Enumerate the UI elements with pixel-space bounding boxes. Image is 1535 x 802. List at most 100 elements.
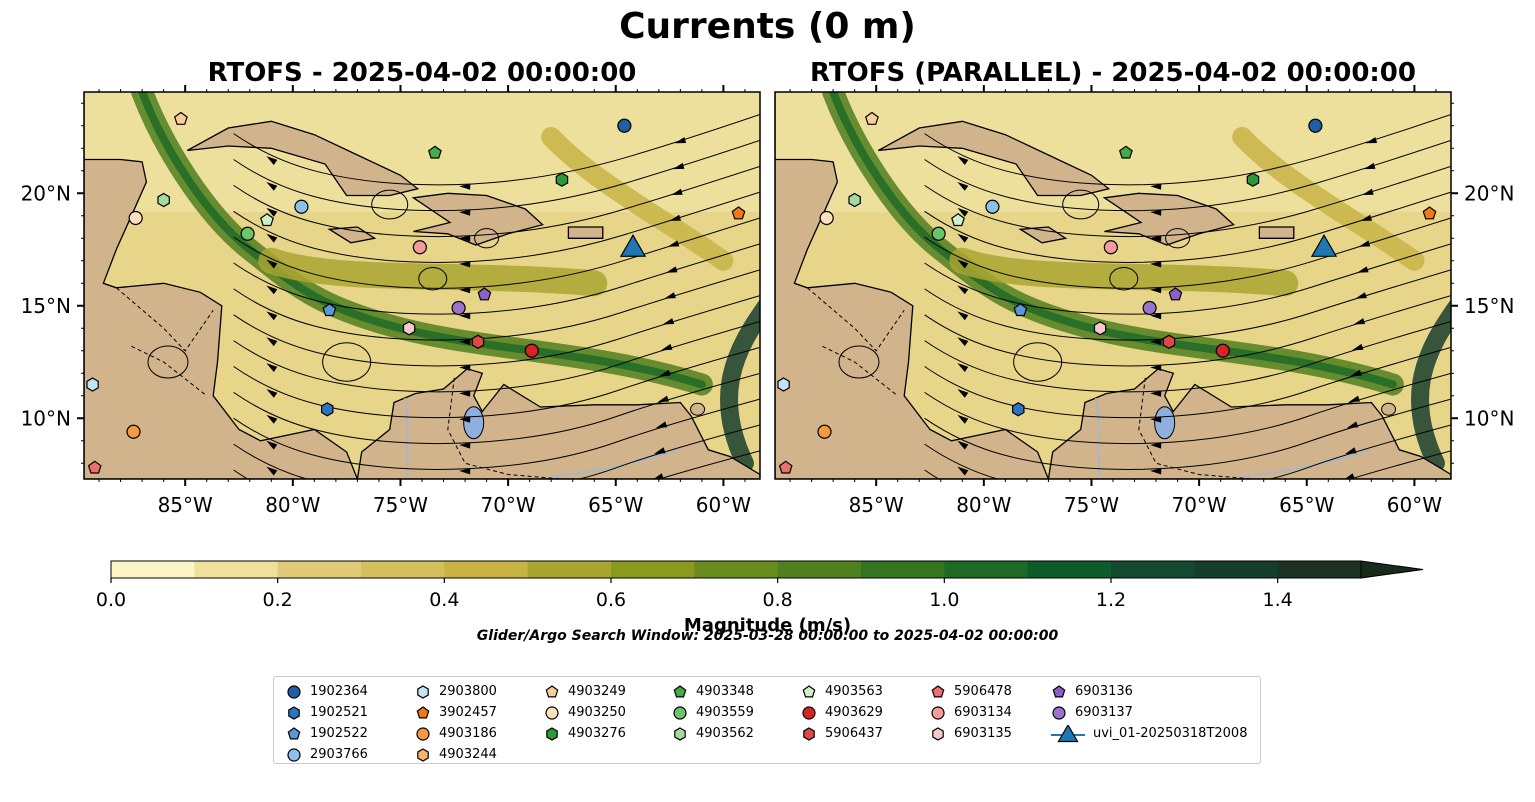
streamline-arrow (459, 442, 471, 449)
legend-marker-icon (287, 684, 301, 699)
legend-marker-icon (674, 726, 686, 741)
legend-label: 3902457 (439, 705, 497, 720)
colorbar-bin (1277, 561, 1362, 578)
streamline-arrow (266, 466, 278, 476)
y-tick-label: 10°N (21, 406, 71, 430)
y-tick-label: 20°N (1464, 181, 1514, 205)
streamline-arrow (1345, 447, 1357, 454)
streamline-arrow (459, 364, 471, 371)
legend-marker-shape (932, 726, 944, 741)
streamline-arrow (266, 363, 278, 372)
eddy-streamline (322, 342, 372, 382)
streamline (233, 165, 760, 238)
legend-marker-icon (802, 684, 816, 697)
streamline-arrow (266, 207, 278, 217)
streamline-arrow (1150, 416, 1162, 423)
streamline-arrow (657, 395, 669, 403)
eddy-streamline (838, 345, 880, 379)
legend-label: 4903629 (825, 705, 883, 720)
streamline-arrow (459, 390, 471, 397)
marker-1902521 (1011, 402, 1025, 417)
x-tick-label: 70°W (480, 493, 535, 517)
eddy-streamline (371, 189, 409, 220)
landmass (567, 226, 604, 239)
legend-marker-shape (288, 705, 300, 720)
legend-marker-shape (1052, 705, 1066, 720)
legend-item: 1902521 (286, 702, 368, 723)
x-tick-label: 60°W (696, 493, 751, 517)
colorbar-bin (1027, 561, 1112, 578)
streamline-arrow (266, 233, 278, 243)
legend-marker-icon (1052, 684, 1066, 697)
legend-item: 4903563 (801, 681, 883, 702)
legend-column: 5906478 6903134 6903135 (930, 681, 1012, 744)
legend-item: 1902522 (286, 723, 368, 744)
marker-1902364 (617, 118, 632, 133)
marker-2903800 (777, 377, 790, 392)
eddy-streamline (1062, 189, 1100, 220)
legend-marker-icon (416, 705, 430, 718)
streamline-arrow (1150, 313, 1162, 320)
colorbar-frame (110, 560, 1362, 579)
streamline-arrow (1150, 287, 1162, 294)
marker-4903348 (427, 145, 442, 159)
streamline-arrow (459, 520, 470, 526)
legend-column: 4903249 4903250 4903276 (544, 681, 626, 744)
marker-4903276 (1246, 172, 1260, 187)
legend-label: 6903135 (954, 726, 1012, 741)
legend-label: 1902521 (310, 705, 368, 720)
legend-marker-shape (545, 684, 559, 697)
x-tick-label: 65°W (1279, 493, 1334, 517)
legend-label: 5906478 (954, 684, 1012, 699)
legend-item: 5906478 (930, 681, 1012, 702)
streamline-arrow (266, 156, 278, 165)
right-panel-title: RTOFS (PARALLEL) - 2025-04-02 00:00:00 (810, 58, 1416, 88)
marker-3902457 (1422, 206, 1437, 220)
legend-label: 4903276 (568, 726, 626, 741)
streamline-arrow (1150, 338, 1162, 346)
legend-marker-icon (803, 726, 815, 741)
legend-marker-shape (287, 726, 301, 739)
streamline-arrow (1362, 188, 1374, 195)
streamline-arrow (1358, 240, 1371, 247)
x-tick-label: 65°W (588, 493, 643, 517)
streamline (233, 321, 760, 393)
legend-marker-shape (1052, 684, 1066, 697)
streamline-arrow (957, 259, 969, 269)
streamline-arrow (654, 447, 666, 454)
streamline (233, 243, 760, 315)
streamline-arrow (1360, 214, 1372, 221)
legend-label: 6903134 (954, 705, 1012, 720)
legend-marker-icon (416, 726, 430, 741)
legend-item: 4903562 (672, 723, 754, 744)
legend-marker-icon (417, 747, 429, 762)
landmass (186, 120, 420, 197)
colorbar-bin (611, 561, 695, 578)
legend-marker-icon (545, 684, 559, 697)
river (1095, 397, 1101, 479)
streamline (924, 269, 1451, 341)
left-map-panel: 85°W 80°W 75°W 70°W 65°W 60°W 10°N 15°N 20°N (21, 85, 761, 526)
legend-item: 3902457 (415, 702, 497, 723)
streamline-arrow (1350, 369, 1362, 377)
colorbar-label: Magnitude (m/s) (683, 615, 852, 636)
country-border (806, 287, 905, 352)
legend: 1902364 1902521 1902522 2903766 2903800 39024… (273, 676, 1261, 764)
right-map-panel: 85°W 80°W 75°W 70°W 65°W 60°W 10°N 15°N 20°N (774, 85, 1514, 517)
marker-4903562 (848, 192, 861, 208)
marker-4903250 (819, 210, 834, 226)
island-trinidad (1381, 402, 1397, 416)
streamline (233, 372, 760, 445)
colorbar-tick-label: 1.2 (1096, 589, 1126, 611)
legend-item: 2903766 (286, 744, 368, 765)
legend-marker-icon (1052, 705, 1066, 720)
streamline-arrow (266, 389, 278, 398)
streamline-arrow (662, 318, 675, 325)
streamline-arrow (957, 337, 969, 347)
marker-1902522 (322, 303, 337, 317)
streamline-arrow (667, 240, 680, 247)
streamline-arrow (957, 466, 969, 476)
colorbar-bin (194, 561, 279, 578)
legend-marker-shape (417, 747, 429, 762)
legend-label: 1902364 (310, 684, 368, 699)
